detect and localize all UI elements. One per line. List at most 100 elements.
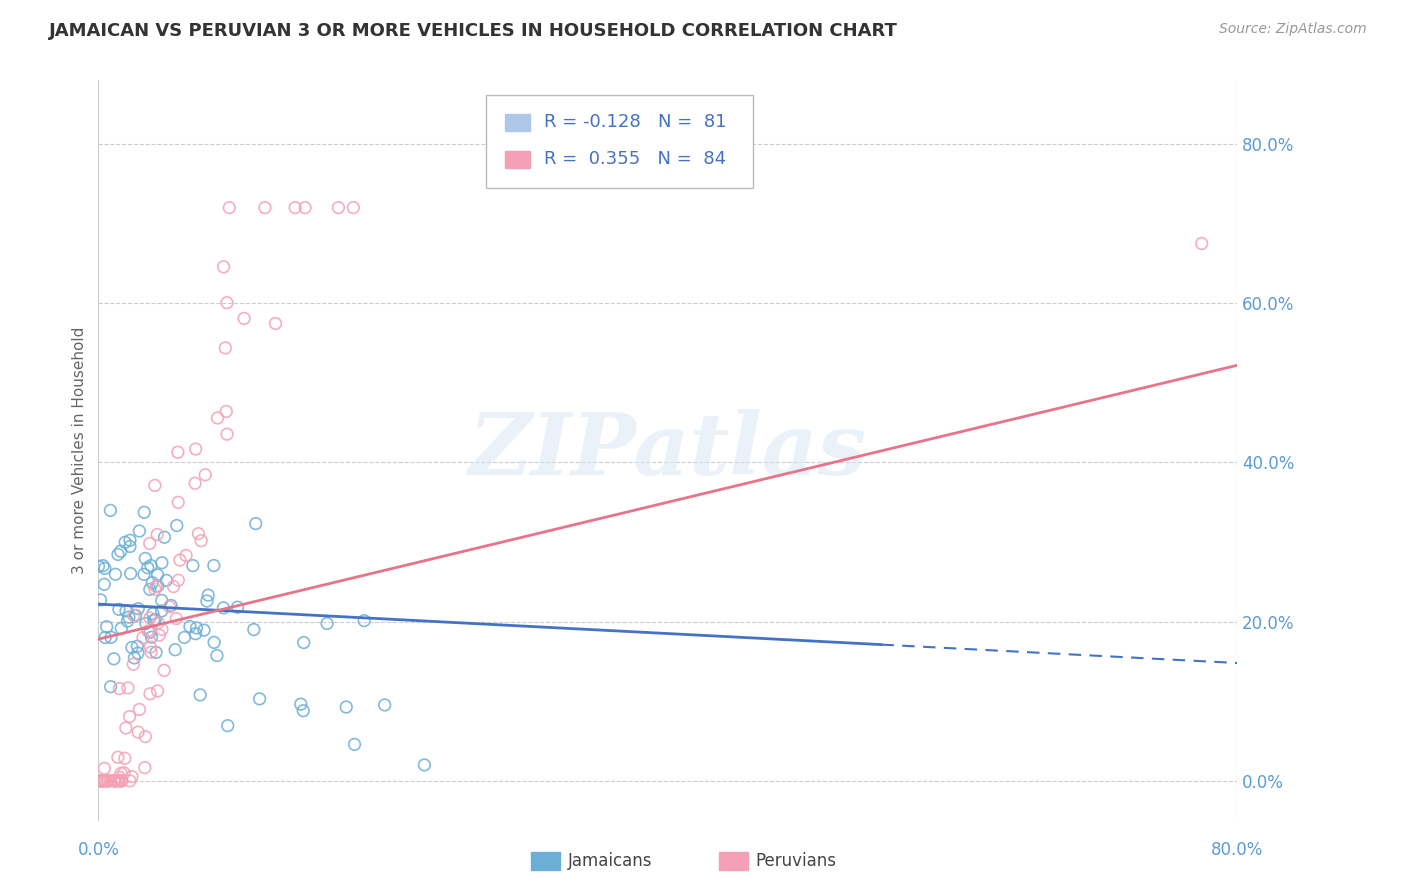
Point (160, 599, 183, 613)
Point (108, 681, 131, 696)
Point (118, 533, 141, 548)
Point (139, 640, 162, 655)
Point (181, 558, 204, 573)
Point (205, 648, 228, 663)
Point (138, 536, 160, 550)
Point (94, 631, 117, 645)
Point (146, 684, 169, 698)
Point (136, 624, 159, 638)
Point (184, 626, 207, 640)
Point (328, 201, 350, 215)
Point (214, 341, 236, 355)
Point (103, 773, 125, 788)
Point (155, 574, 177, 588)
Point (342, 201, 364, 215)
Point (136, 560, 159, 574)
Point (215, 295, 238, 310)
Point (124, 651, 146, 665)
Point (264, 317, 287, 331)
Point (335, 700, 357, 714)
Point (1191, 236, 1213, 251)
Text: R = -0.128   N =  81: R = -0.128 N = 81 (544, 113, 727, 131)
Point (143, 613, 166, 627)
Point (226, 600, 249, 615)
Point (96, 773, 118, 788)
Point (193, 623, 215, 637)
Point (107, 548, 129, 562)
Point (90, 593, 112, 607)
Point (110, 773, 132, 788)
Point (174, 549, 197, 563)
Point (145, 645, 167, 659)
Point (292, 635, 315, 649)
Text: Source: ZipAtlas.com: Source: ZipAtlas.com (1219, 22, 1367, 37)
Point (186, 621, 208, 635)
Point (103, 652, 125, 666)
Point (107, 750, 129, 764)
Point (117, 681, 139, 695)
Point (94, 561, 117, 575)
Point (253, 201, 276, 215)
Point (90, 773, 112, 788)
Text: 0.0%: 0.0% (77, 840, 120, 858)
Point (202, 635, 225, 649)
Point (290, 697, 312, 711)
Point (90, 773, 112, 788)
Point (146, 568, 169, 582)
Point (118, 773, 141, 788)
Point (157, 599, 180, 614)
Point (146, 579, 169, 593)
Point (90, 773, 112, 788)
Point (184, 442, 207, 456)
FancyBboxPatch shape (531, 852, 560, 871)
Point (166, 518, 188, 533)
Point (212, 600, 235, 615)
Text: ZIPatlas: ZIPatlas (468, 409, 868, 492)
Point (107, 773, 129, 788)
Point (195, 594, 218, 608)
Point (249, 692, 271, 706)
Point (292, 704, 315, 718)
Text: JAMAICAN VS PERUVIAN 3 OR MORE VEHICLES IN HOUSEHOLD CORRELATION CHART: JAMAICAN VS PERUVIAN 3 OR MORE VEHICLES … (49, 22, 898, 40)
Point (108, 771, 131, 785)
Point (284, 201, 307, 215)
Point (139, 645, 162, 659)
Point (97, 773, 120, 788)
Point (87, 559, 110, 574)
Point (107, 773, 129, 788)
Point (207, 411, 229, 425)
FancyBboxPatch shape (505, 114, 530, 130)
Point (184, 476, 207, 491)
Point (93, 773, 115, 788)
Point (413, 758, 436, 772)
Point (165, 611, 187, 625)
Point (132, 567, 155, 582)
Point (294, 201, 316, 215)
Point (343, 738, 366, 752)
Point (100, 680, 122, 694)
Point (91, 773, 114, 788)
Point (166, 445, 188, 459)
Point (148, 615, 170, 630)
Point (127, 601, 149, 615)
Point (110, 766, 132, 780)
Point (316, 616, 339, 631)
Point (245, 516, 267, 531)
Point (153, 663, 176, 677)
Point (114, 751, 136, 765)
Point (96, 773, 118, 788)
Point (150, 604, 173, 618)
Point (108, 602, 131, 616)
Point (190, 533, 212, 548)
Point (143, 478, 166, 492)
Point (115, 604, 138, 618)
Point (135, 616, 157, 631)
Point (217, 427, 239, 442)
Point (127, 640, 149, 654)
Point (128, 702, 150, 716)
Point (153, 530, 176, 544)
Point (110, 773, 132, 788)
Point (165, 642, 187, 657)
Point (94, 773, 117, 788)
Point (141, 575, 163, 590)
